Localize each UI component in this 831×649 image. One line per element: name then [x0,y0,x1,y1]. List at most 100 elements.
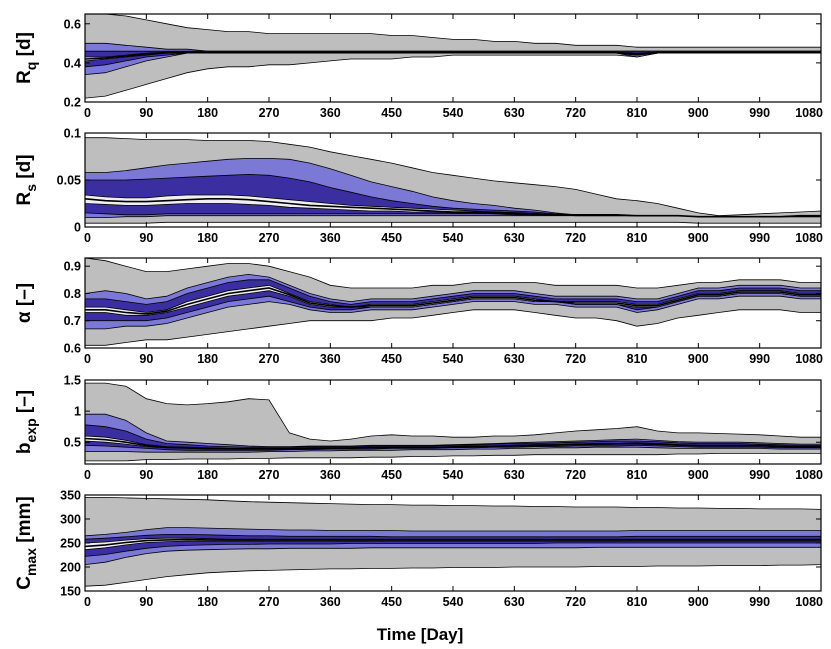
rs-ytick-label: 0.05 [57,174,81,188]
rs-xtick-label: 540 [443,231,464,245]
rs-central-line [85,198,821,218]
cmax-xtick-label: 360 [320,595,341,609]
rs-inner-band [85,173,821,218]
alpha-ytick-label: 0.8 [64,287,81,301]
cmax-bands [85,497,821,587]
panel-alpha: 0.6 0.7 0.8 0.9 0 90 180 270 360 450 540 630 720 810 9… [14,257,823,366]
rs-y-axis-label: Rs [d] [14,154,39,205]
rs-xtick-label: 720 [565,231,586,245]
cmax-xtick-label: 990 [749,595,770,609]
bexp-y-axis-label-main: b [14,443,35,455]
cmax-y-axis-label: Cmax [mm] [14,496,39,590]
rs-y-axis-label-main: R [14,192,35,206]
rs-xtick-label: 0 [84,231,91,245]
bexp-ytick-label: 1.5 [64,374,81,388]
bexp-xtick-label: 810 [627,468,648,482]
alpha-xtick-label: 270 [259,352,280,366]
alpha-xtick-label: 0 [84,352,91,366]
bexp-xtick-label: 630 [504,468,525,482]
rs-core-band [85,194,821,218]
rs-ytick-label: 0.1 [64,127,81,141]
bexp-central-line [85,437,821,450]
rs-xtick-label: 450 [381,231,402,245]
bexp-xtick-label: 1080 [795,468,823,482]
rq-xtick-label: 0 [84,106,91,120]
alpha-xtick-label: 630 [504,352,525,366]
alpha-xtick-label: 450 [381,352,402,366]
cmax-xtick-label: 900 [688,595,709,609]
alpha-y-axis-label: α [–] [14,283,35,323]
rs-xtick-label: 990 [749,231,770,245]
cmax-xtick-label: 90 [139,595,153,609]
rq-xtick-label: 270 [259,106,280,120]
bexp-y-axis-label-unit: [–] [14,390,35,419]
cmax-ytick-label: 350 [60,489,81,503]
alpha-ytick-label: 0.6 [64,342,81,356]
bexp-y-axis-label: bexp [–] [14,390,39,454]
rq-outer-band [85,14,821,99]
rs-xtick-label: 90 [139,231,153,245]
alpha-xtick-label: 720 [565,352,586,366]
alpha-xtick-label: 810 [627,352,648,366]
cmax-y-axis-label-sub: max [23,548,39,576]
alpha-xtick-label: 990 [749,352,770,366]
bexp-y-axis-label-sub: exp [23,418,39,442]
cmax-y-axis-label-unit: [mm] [14,496,35,548]
rq-xtick-label: 540 [443,106,464,120]
cmax-xtick-label: 1080 [795,595,823,609]
alpha-central-line [85,287,821,315]
rq-xtick-label: 450 [381,106,402,120]
rq-ytick-label: 0.2 [64,96,81,110]
cmax-xtick-label: 720 [565,595,586,609]
rq-xtick-label: 630 [504,106,525,120]
rs-y-axis-label-unit: [d] [14,154,35,184]
rq-xtick-label: 180 [197,106,218,120]
rq-xtick-label: 1080 [795,106,823,120]
cmax-xtick-label: 0 [84,595,91,609]
bexp-xtick-label: 900 [688,468,709,482]
alpha-xtick-label: 1080 [795,352,823,366]
cmax-y-axis-label-main: C [14,576,35,590]
bexp-xtick-label: 720 [565,468,586,482]
bexp-ytick-label: 0.5 [64,436,81,450]
rs-ytick-label: 0 [74,221,81,235]
cmax-xtick-label: 540 [443,595,464,609]
bexp-xtick-label: 450 [381,468,402,482]
alpha-xtick-label: 180 [197,352,218,366]
cmax-ytick-label: 250 [60,537,81,551]
alpha-ytick-label: 0.9 [64,260,81,274]
cmax-xtick-label: 180 [197,595,218,609]
cmax-ytick-label: 150 [60,585,81,599]
bexp-xtick-label: 990 [749,468,770,482]
alpha-xtick-label: 540 [443,352,464,366]
cmax-xtick-label: 810 [627,595,648,609]
bexp-xtick-label: 270 [259,468,280,482]
alpha-xtick-label: 900 [688,352,709,366]
rq-y-axis-label-sub: q [23,62,39,71]
alpha-ytick-label: 0.7 [64,314,81,328]
rs-xtick-label: 900 [688,231,709,245]
cmax-ytick-label: 200 [60,561,81,575]
alpha-bands [85,258,821,346]
rq-y-axis-label-main: R [14,70,35,84]
rq-xtick-label: 720 [565,106,586,120]
cmax-ytick-label: 300 [60,513,81,527]
rq-ytick-label: 0.6 [64,17,81,31]
cmax-xtick-label: 630 [504,595,525,609]
rq-xtick-label: 810 [627,106,648,120]
cmax-central-line [85,538,821,548]
bexp-xtick-label: 540 [443,468,464,482]
x-axis-label: Time [Day] [377,625,464,644]
bexp-xtick-label: 90 [139,468,153,482]
rs-y-axis-label-sub: s [23,184,39,192]
rs-xtick-label: 630 [504,231,525,245]
rq-xtick-label: 900 [688,106,709,120]
panel-bexp: 0.5 1 1.5 0 90 180 270 360 450 540 630 720 810 900 990… [14,374,823,483]
rq-xtick-label: 990 [749,106,770,120]
rq-ytick-label: 0.4 [64,56,81,70]
alpha-xtick-label: 90 [139,352,153,366]
bexp-xtick-label: 0 [84,468,91,482]
rq-xtick-label: 360 [320,106,341,120]
bexp-bands [85,382,821,462]
bexp-xtick-label: 180 [197,468,218,482]
